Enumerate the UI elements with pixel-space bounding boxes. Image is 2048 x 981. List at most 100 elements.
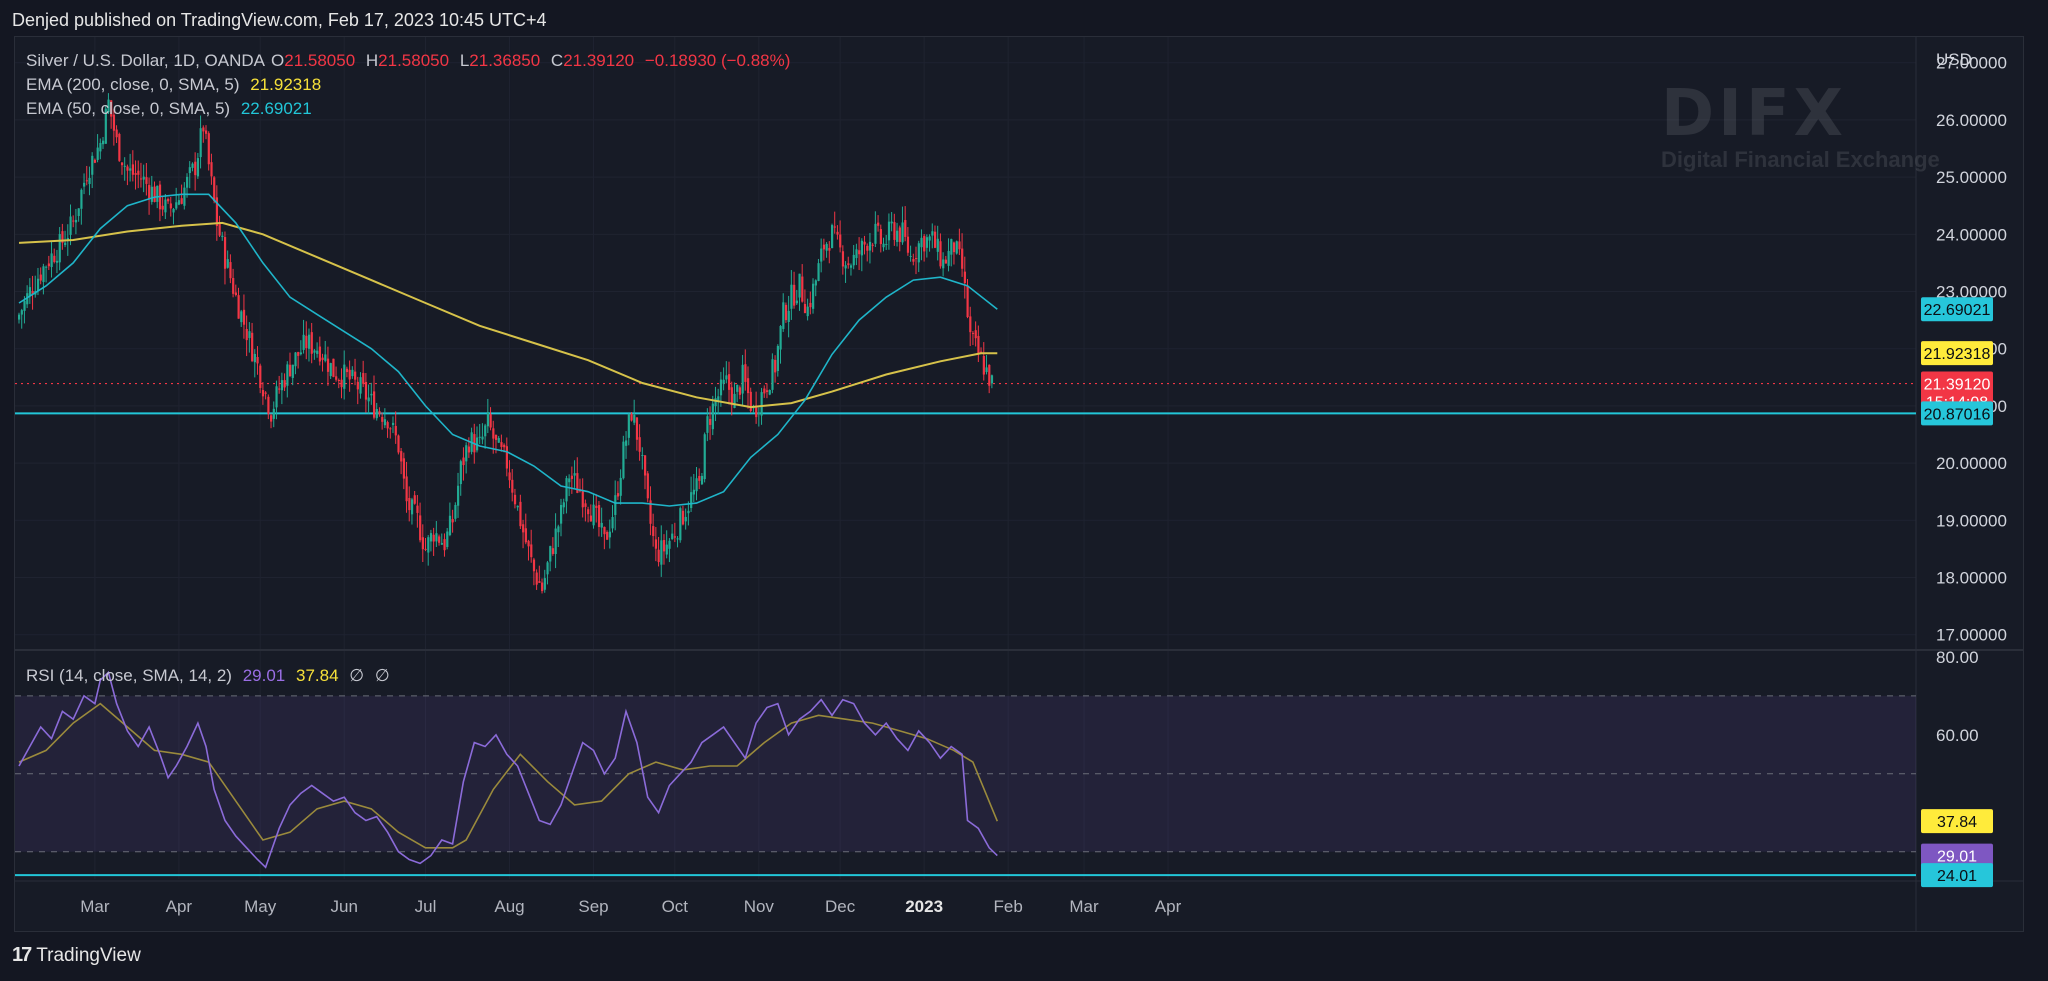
candle-body xyxy=(156,185,159,202)
candle-body xyxy=(467,446,471,453)
ema50-label: EMA (50, close, 0, SMA, 5) xyxy=(26,99,231,118)
price-tick-label: 23.00000 xyxy=(1936,283,2007,302)
candle-body xyxy=(383,419,387,426)
candle-body xyxy=(345,368,349,373)
time-tick-label: Mar xyxy=(1069,897,1099,916)
candle-body xyxy=(172,208,175,213)
candle-body xyxy=(822,244,826,250)
candle-body xyxy=(874,223,877,244)
candle-body xyxy=(478,436,481,438)
candle-body xyxy=(671,533,674,540)
candle-body xyxy=(61,231,64,243)
candle-body xyxy=(597,505,601,527)
candle-body xyxy=(709,418,712,425)
candle-body xyxy=(36,278,40,291)
candle-body xyxy=(459,461,462,485)
candle-body xyxy=(660,540,663,565)
candle-body xyxy=(343,364,346,389)
candle-body xyxy=(177,200,181,205)
candle-body xyxy=(91,155,94,175)
candle-body xyxy=(242,309,246,325)
candle-body xyxy=(765,390,769,392)
candle-body xyxy=(126,166,129,171)
candle-body xyxy=(619,477,622,496)
candle-body xyxy=(606,532,609,540)
candle-body xyxy=(717,396,720,402)
candle-body xyxy=(332,358,335,377)
candle-body xyxy=(681,510,685,525)
candle-body xyxy=(700,475,704,485)
candle-body xyxy=(538,581,541,583)
candle-body xyxy=(161,205,164,210)
candle-body xyxy=(348,369,351,380)
candle-body xyxy=(283,380,286,388)
candle-body xyxy=(321,357,324,360)
candle-body xyxy=(199,128,202,158)
candle-body xyxy=(497,438,500,443)
candle-body xyxy=(698,475,701,481)
candle-body xyxy=(486,412,490,427)
candle-body xyxy=(378,411,381,415)
candle-body xyxy=(565,478,568,502)
time-tick-label: Mar xyxy=(80,897,110,916)
candle-body xyxy=(852,254,855,266)
candle-body xyxy=(833,226,836,228)
candle-body xyxy=(549,546,552,562)
candle-body xyxy=(340,379,343,388)
chart-panel[interactable]: USD 27.00000 26.00000 25.00000 24.00000 23.00… xyxy=(14,36,2024,932)
price-tag xyxy=(1921,401,1993,426)
candle-body xyxy=(662,539,666,552)
candle-body xyxy=(554,528,557,555)
candle-body xyxy=(408,497,411,511)
candle-body xyxy=(524,528,527,543)
candle-body xyxy=(416,505,419,513)
price-tick-label: 17.00000 xyxy=(1936,626,2007,645)
price-axis-unit: USD xyxy=(1936,50,1972,69)
candle-body xyxy=(668,540,671,549)
candle-body xyxy=(782,302,785,329)
candle-body xyxy=(150,186,153,202)
candle-body xyxy=(527,540,530,547)
candle-body xyxy=(576,473,579,493)
rsi-ma-value: 37.84 xyxy=(295,666,339,685)
candle-body xyxy=(481,436,484,440)
candle-body xyxy=(72,220,75,222)
candle-body xyxy=(107,99,110,113)
candle-body xyxy=(272,408,275,419)
candle-body xyxy=(20,310,23,315)
rsi-tick-label: 60.00 xyxy=(1936,726,1979,745)
candle-body xyxy=(665,544,668,555)
footer-brand[interactable]: 17 TradingView xyxy=(12,944,141,967)
candle-body xyxy=(118,133,121,161)
candle-body xyxy=(419,515,422,541)
candle-body xyxy=(207,133,210,165)
candle-body xyxy=(204,130,208,134)
candle-body xyxy=(226,259,229,268)
candle-body xyxy=(492,428,495,439)
candle-body xyxy=(581,490,584,508)
candle-body xyxy=(890,221,893,224)
candle-body xyxy=(936,238,939,252)
candle-body xyxy=(183,187,186,206)
candle-body xyxy=(26,293,29,305)
candle-body xyxy=(896,230,899,242)
candle-body xyxy=(849,265,853,268)
candle-body xyxy=(730,387,733,406)
candle-body xyxy=(906,236,910,253)
candle-body xyxy=(961,248,964,269)
time-tick-label: Apr xyxy=(1155,897,1182,916)
candle-body xyxy=(454,504,457,519)
candle-body xyxy=(413,495,416,504)
rsi-na-1: ∅ xyxy=(349,666,365,685)
candle-body xyxy=(88,177,91,185)
candle-body xyxy=(866,245,869,251)
time-tick-label: Jun xyxy=(330,897,357,916)
price-tag xyxy=(1921,341,1993,366)
candle-body xyxy=(297,352,300,356)
candle-body xyxy=(389,428,392,430)
candle-body xyxy=(616,493,620,497)
change-value: −0.18930 (−0.88%) xyxy=(644,51,791,70)
candle-body xyxy=(679,508,682,541)
candle-body xyxy=(909,255,912,257)
